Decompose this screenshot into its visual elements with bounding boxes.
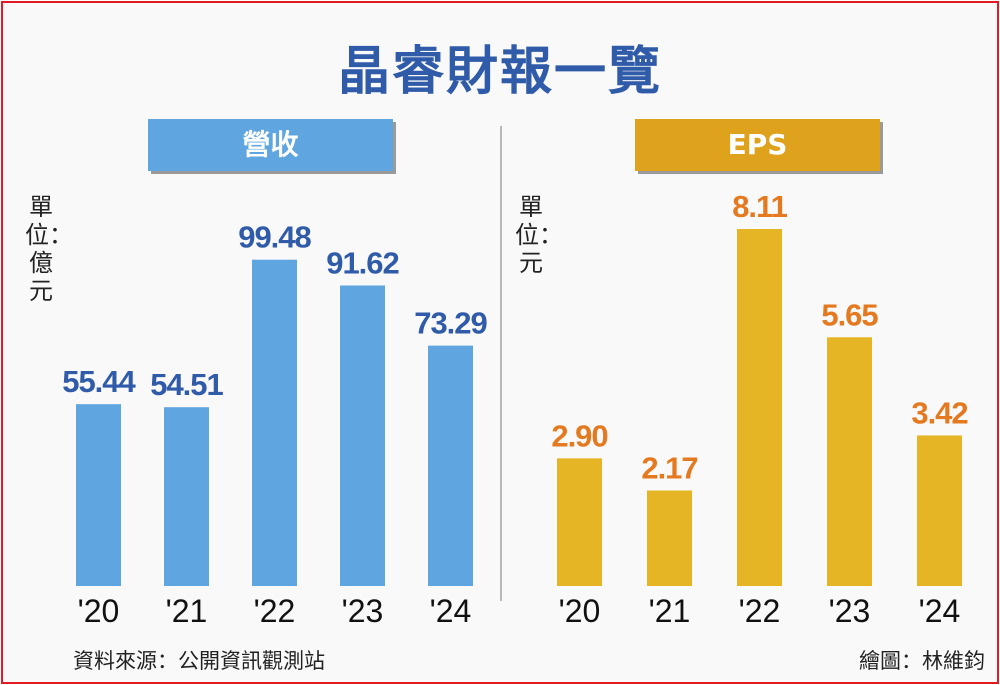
eps-category-label: '20: [559, 593, 601, 629]
revenue-bar: [252, 259, 297, 586]
revenue-category-label: '20: [78, 593, 120, 629]
revenue-category-label: '22: [254, 593, 296, 629]
eps-value-label: 2.90: [551, 418, 607, 453]
revenue-category-label: '21: [166, 593, 208, 629]
revenue-value-label: 55.44: [62, 364, 136, 399]
revenue-panel-header: 營收: [148, 119, 393, 171]
panel-divider: [500, 126, 502, 601]
eps-bar: [557, 458, 602, 586]
credit-note: 繪圖：林維鈞: [859, 649, 985, 673]
revenue-bar: [76, 404, 121, 586]
revenue-value-label: 91.62: [326, 245, 399, 280]
eps-panel-header: EPS: [635, 119, 880, 171]
revenue-bar: [164, 407, 209, 586]
eps-category-label: '22: [739, 593, 781, 629]
revenue-unit-label: 單位：億元: [25, 193, 73, 305]
page-title: 晶睿財報一覽: [337, 42, 662, 102]
eps-bar: [917, 435, 962, 586]
eps-value-label: 2.17: [641, 450, 697, 485]
revenue-value-label: 54.51: [150, 367, 223, 402]
charts-canvas: 55.44 '20 54.51 '21 99.48 '22 91.62 '23 73.29 '24…: [62, 189, 968, 629]
revenue-category-label: '24: [430, 593, 472, 629]
revenue-value-label: 73.29: [414, 306, 487, 341]
eps-category-label: '21: [649, 593, 691, 629]
eps-value-label: 8.11: [732, 189, 787, 224]
eps-value-label: 5.65: [821, 297, 878, 332]
revenue-bar: [340, 285, 385, 586]
eps-category-label: '24: [919, 593, 961, 629]
revenue-value-label: 99.48: [238, 220, 311, 255]
revenue-bar: [428, 345, 473, 586]
eps-value-label: 3.42: [911, 395, 967, 430]
eps-bar: [737, 229, 782, 586]
revenue-category-label: '23: [342, 593, 384, 629]
eps-category-label: '23: [829, 593, 871, 629]
source-note: 資料來源：公開資訊觀測站: [73, 649, 325, 673]
eps-bar: [647, 490, 692, 586]
eps-bar: [827, 337, 872, 586]
